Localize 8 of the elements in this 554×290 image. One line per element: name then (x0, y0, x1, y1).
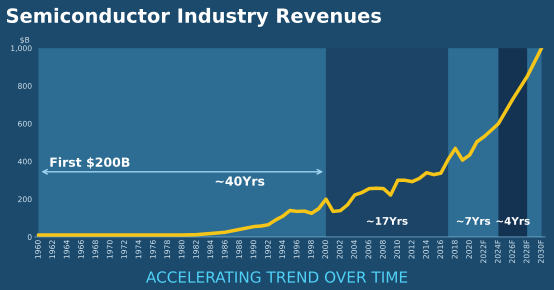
band-label: ~17Yrs (367, 217, 408, 225)
band-label: ~7Yrs (456, 217, 490, 225)
line-series (36, 48, 544, 237)
annotation: First $200B (50, 157, 130, 169)
text: ACCELERATING TREND OVER TIME (146, 271, 408, 283)
chart-title: Semiconductor Industry Revenues (6, 8, 381, 27)
band-label: ~40Yrs (216, 176, 264, 186)
band-label: ~4Yrs (496, 217, 530, 225)
